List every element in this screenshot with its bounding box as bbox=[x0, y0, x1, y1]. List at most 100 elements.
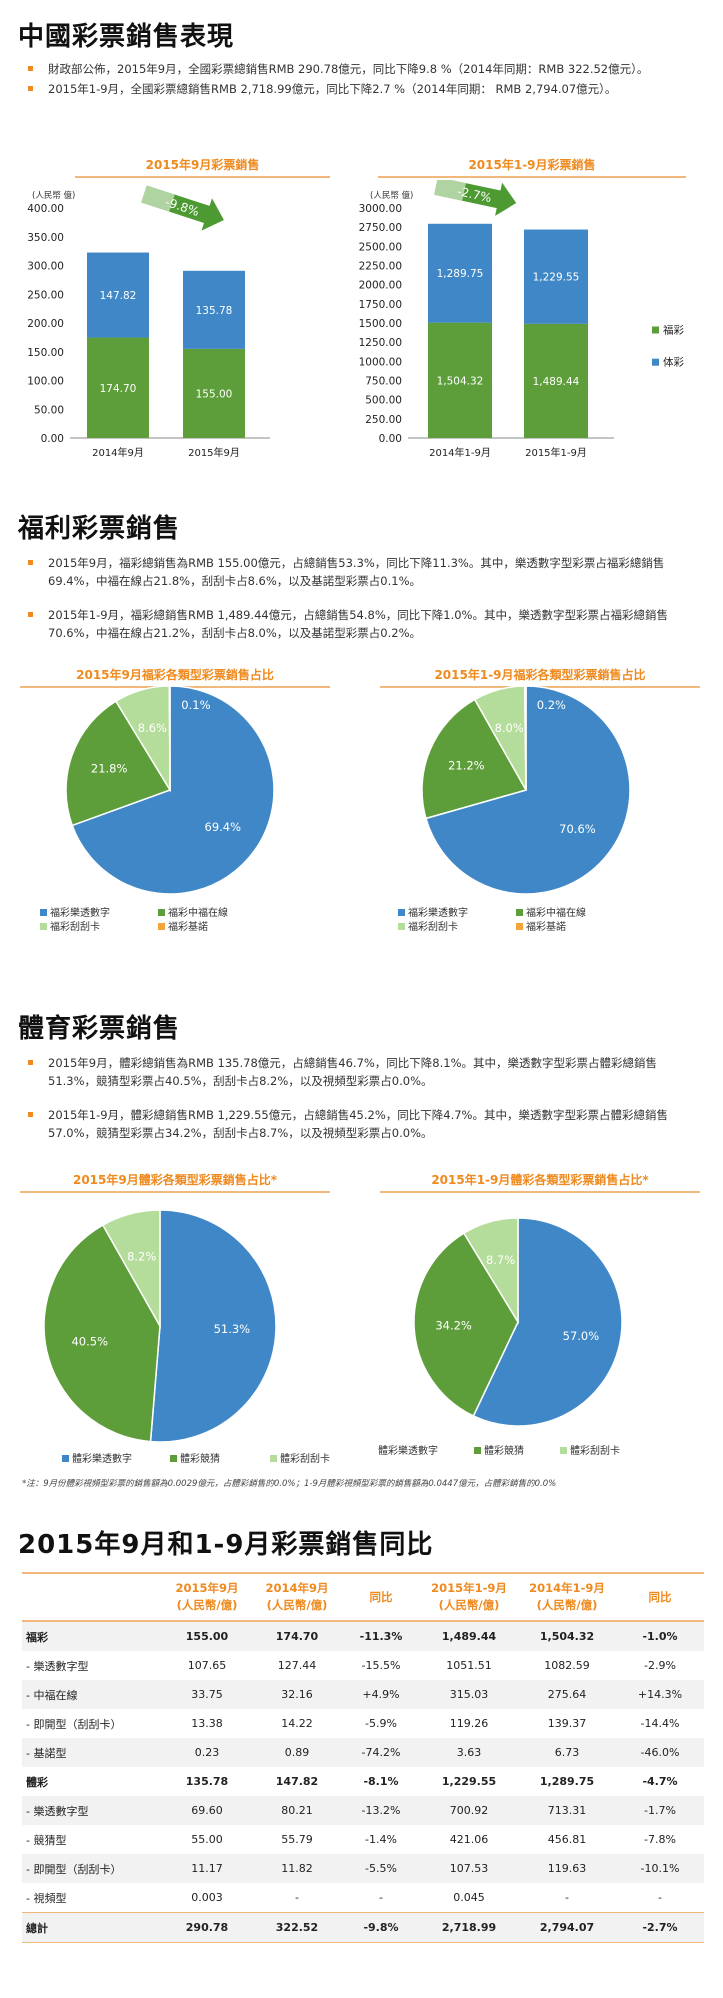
pie-slice bbox=[149, 1209, 277, 1443]
bar-data-label: 1,504.32 bbox=[437, 375, 484, 387]
bar-segment bbox=[87, 337, 149, 438]
y-tick-label: 350.00 bbox=[27, 232, 64, 244]
legend-label: 福彩樂透數字 bbox=[50, 906, 110, 919]
legend-swatch bbox=[652, 358, 659, 366]
table-cell: -4.7% bbox=[642, 1775, 678, 1788]
section-title-sales-performance: 中國彩票銷售表現 bbox=[18, 22, 235, 52]
table-cell: - 競猜型 bbox=[26, 1833, 67, 1847]
bar-segment bbox=[87, 252, 149, 338]
table-cell: 0.89 bbox=[252, 1738, 342, 1767]
table-header-cell: 同比 bbox=[616, 1572, 704, 1622]
legend-label: 體彩樂透數字 bbox=[72, 1452, 132, 1465]
pie-data-label: 70.6% bbox=[559, 822, 596, 836]
y-tick-label: 300.00 bbox=[27, 261, 64, 273]
legend-swatch bbox=[516, 923, 523, 930]
legend-label: 體彩樂透數字 bbox=[378, 1444, 438, 1457]
table-cell: -5.9% bbox=[365, 1717, 397, 1730]
table-cell: 2,794.07 bbox=[518, 1912, 616, 1943]
table-cell: 55.00 bbox=[191, 1833, 223, 1846]
pie-slice bbox=[425, 686, 631, 895]
table-header-cell bbox=[22, 1572, 162, 1622]
y-tick-label: 1750.00 bbox=[359, 299, 402, 311]
legend-label: 體彩競猜 bbox=[484, 1444, 524, 1457]
table-header-cell: 2014年1-9月 (人民幣/億) bbox=[518, 1572, 616, 1622]
table-cell: 713.31 bbox=[518, 1796, 616, 1825]
table-cell: 1,489.44 bbox=[420, 1621, 518, 1651]
y-tick-label: 3000.00 bbox=[359, 203, 402, 215]
section-title-welfare-lottery: 福利彩票銷售 bbox=[18, 514, 181, 544]
pie-slice bbox=[43, 1224, 161, 1443]
welfare-lottery-bullets: 2015年9月，福彩總銷售為RMB 155.00億元，占總銷售53.3%，同比下… bbox=[26, 554, 698, 644]
table-row: - 樂透數字型 107.65 127.44 -15.5% 1051.51 1082.59 -… bbox=[22, 1651, 704, 1680]
y-tick-label: 2000.00 bbox=[359, 280, 402, 292]
y-tick-label: 100.00 bbox=[27, 376, 64, 388]
legend-swatch bbox=[170, 1455, 177, 1462]
sports-lottery-bullets: 2015年9月，體彩總銷售為RMB 135.78億元，占總銷售46.7%，同比下… bbox=[26, 1054, 698, 1144]
legend-label: 福彩基諾 bbox=[168, 920, 208, 933]
table-cell: 1051.51 bbox=[446, 1659, 492, 1672]
pie-data-label: 8.0% bbox=[495, 721, 524, 735]
table-row: - 中福在線 33.75 32.16 +4.9% 315.03 275.64 +14.3% bbox=[22, 1680, 704, 1709]
table-cell: 總計 bbox=[22, 1912, 162, 1943]
table-row: - 即開型（刮刮卡） 13.38 14.22 -5.9% 119.26 139.37 -14… bbox=[22, 1709, 704, 1738]
legend-swatch bbox=[62, 1455, 69, 1462]
pie-data-label: 0.2% bbox=[537, 698, 566, 712]
table-cell: 福彩 bbox=[22, 1621, 162, 1651]
legend-label: 福彩刮刮卡 bbox=[408, 920, 458, 933]
pie-slice bbox=[101, 1209, 161, 1329]
table-cell: 13.38 bbox=[191, 1717, 223, 1730]
table-cell: 155.00 bbox=[162, 1621, 252, 1651]
table-cell: 119.26 bbox=[449, 1717, 489, 1730]
table-cell: 14.22 bbox=[281, 1717, 313, 1730]
table-cell: 體彩 bbox=[26, 1775, 48, 1789]
bar-segment bbox=[524, 229, 588, 324]
table-cell: -7.8% bbox=[644, 1833, 676, 1846]
arrow-fade bbox=[141, 185, 175, 212]
table-cell: 147.82 bbox=[275, 1775, 319, 1788]
arrow-fade bbox=[434, 180, 466, 201]
legend-swatch bbox=[158, 909, 165, 916]
pie-data-label: 69.4% bbox=[205, 820, 242, 834]
pie-data-label: 0.1% bbox=[181, 698, 210, 712]
table-cell: 80.21 bbox=[252, 1796, 342, 1825]
pie-data-label: 21.2% bbox=[448, 759, 485, 773]
bar-segment bbox=[183, 348, 245, 438]
bar-data-label: 147.82 bbox=[100, 290, 137, 302]
table-row: - 樂透數字型 69.60 80.21 -13.2% 700.92 713.31 -1.7% bbox=[22, 1796, 704, 1825]
y-tick-label: 1000.00 bbox=[359, 356, 402, 368]
table-cell: 127.44 bbox=[277, 1659, 317, 1672]
table-cell: 290.78 bbox=[162, 1912, 252, 1943]
pie-slice bbox=[472, 1217, 623, 1427]
table-cell: - bbox=[295, 1891, 299, 1904]
section-title-sports-lottery: 體育彩票銷售 bbox=[18, 1014, 181, 1044]
table-header-cell: 2015年9月 (人民幣/億) bbox=[162, 1572, 252, 1622]
y-axis-label: (人民幣 億) bbox=[32, 190, 75, 201]
table-cell: 3.63 bbox=[420, 1738, 518, 1767]
legend-swatch bbox=[398, 923, 405, 930]
pie-data-label: 34.2% bbox=[435, 1318, 472, 1332]
legend-label: 體彩刮刮卡 bbox=[570, 1444, 620, 1457]
table-cell: 55.79 bbox=[281, 1833, 313, 1846]
x-tick-label: 2014年9月 bbox=[92, 446, 144, 459]
table-cell: -46.0% bbox=[616, 1738, 704, 1767]
pie-chart-title: 2015年1-9月福彩各類型彩票銷售占比 bbox=[380, 666, 700, 688]
bullet-text: 2015年1-9月，體彩總銷售RMB 1,229.55億元，占總銷售45.2%，… bbox=[26, 1106, 698, 1142]
legend-swatch bbox=[652, 326, 659, 334]
table-header-cell: 2014年9月 (人民幣/億) bbox=[252, 1572, 342, 1622]
table-cell: 315.03 bbox=[420, 1680, 518, 1709]
y-tick-label: 0.00 bbox=[41, 433, 64, 445]
bar-segment bbox=[428, 322, 492, 438]
table-cell: -1.0% bbox=[616, 1621, 704, 1651]
table-cell: 107.53 bbox=[420, 1854, 518, 1883]
footnote: *注：9月份體彩視頻型彩票的銷售額為0.0029億元，占體彩銷售的0.0%；1-… bbox=[22, 1479, 557, 1489]
table-cell: 11.82 bbox=[252, 1854, 342, 1883]
bullet-text: 2015年1-9月，全國彩票總銷售RMB 2,718.99億元，同比下降2.7 … bbox=[26, 80, 698, 98]
legend-label: 福彩中福在線 bbox=[526, 906, 586, 919]
legend-swatch bbox=[40, 909, 47, 916]
table-cell: -1.7% bbox=[616, 1796, 704, 1825]
table-cell: - bbox=[565, 1891, 569, 1904]
table-cell: +14.3% bbox=[616, 1680, 704, 1709]
table-cell: 119.63 bbox=[518, 1854, 616, 1883]
table-cell: 456.81 bbox=[547, 1833, 587, 1846]
